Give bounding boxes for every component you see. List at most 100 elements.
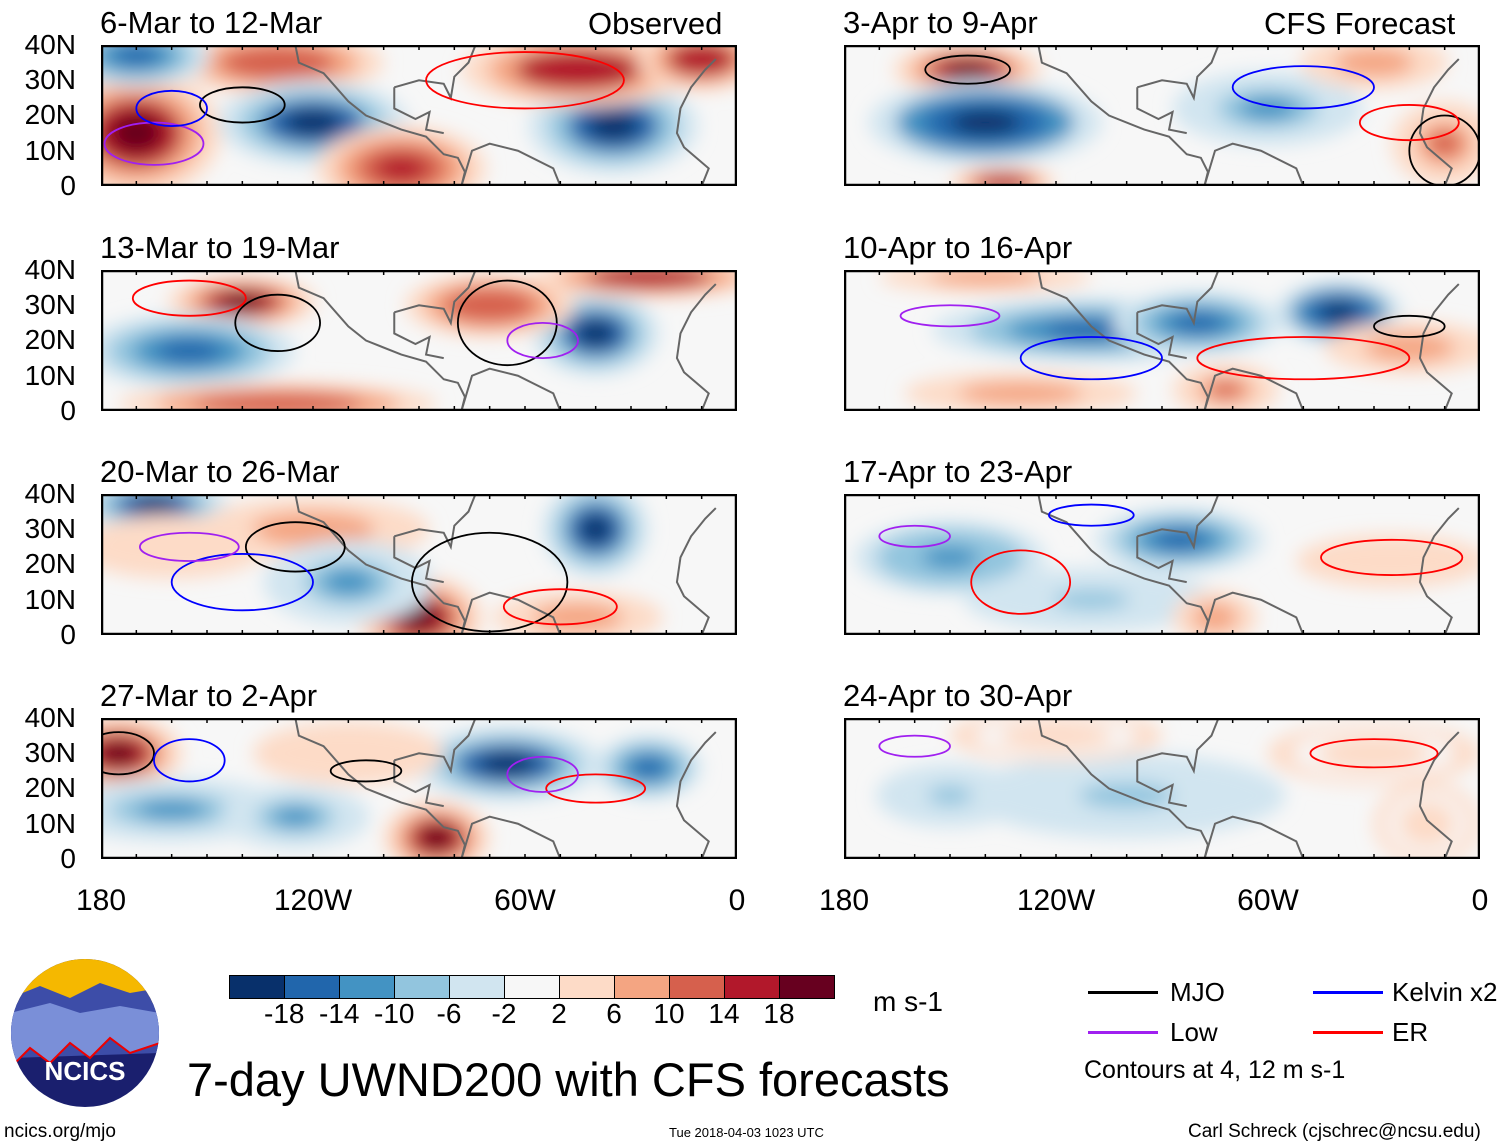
- coastline: [1418, 731, 1460, 859]
- observed-header: Observed: [588, 6, 723, 41]
- low-contour: [506, 755, 579, 793]
- wind-anomaly: [576, 320, 615, 347]
- colorbar-swatch: [450, 976, 505, 998]
- colorbar: [229, 975, 835, 999]
- coastline: [1418, 58, 1460, 186]
- wind-anomaly: [136, 800, 207, 820]
- kelvin-contour: [170, 553, 314, 612]
- wind-anomaly: [157, 339, 222, 363]
- wind-anomaly: [945, 61, 990, 78]
- coastline: [1136, 536, 1187, 584]
- lat-label: 30N: [24, 289, 76, 321]
- er-contour: [502, 588, 618, 626]
- map-panel: [101, 270, 737, 411]
- low-contour: [103, 121, 205, 166]
- legend-low-line: [1088, 1031, 1158, 1034]
- coastline: [460, 367, 562, 411]
- kelvin-contour: [1019, 336, 1163, 381]
- er-contour: [425, 51, 625, 110]
- wind-anomaly: [220, 293, 265, 310]
- coastline: [675, 283, 717, 411]
- coastline: [1037, 718, 1209, 859]
- map-panel: [101, 494, 737, 635]
- wind-anomaly: [464, 295, 516, 315]
- lat-label: 10N: [24, 134, 76, 166]
- mjo-contour: [1373, 314, 1446, 338]
- coastline: [393, 45, 477, 102]
- coastline: [675, 731, 717, 859]
- lon-label: 60W: [1237, 884, 1299, 917]
- er-contour: [131, 279, 247, 317]
- wind-anomaly: [478, 752, 536, 775]
- er-contour: [545, 773, 647, 804]
- coastline: [1037, 45, 1209, 186]
- mjo-contour: [329, 759, 403, 783]
- er-contour: [1196, 336, 1411, 381]
- wind-anomaly: [613, 270, 684, 284]
- contour-note: Contours at 4, 12 m s-1: [1084, 1056, 1346, 1084]
- wind-anomaly: [114, 46, 159, 66]
- lat-label: 40N: [24, 254, 76, 285]
- legend-kelvin: Kelvin x2: [1392, 977, 1498, 1007]
- map-panel: [101, 45, 737, 186]
- mjo-contour: [456, 279, 558, 367]
- map-panel: [101, 718, 737, 859]
- coastline: [1203, 367, 1305, 411]
- main-title: 7-day UWND200 with CFS forecasts: [187, 1053, 950, 1106]
- lat-label: 40N: [24, 29, 76, 60]
- low-contour: [878, 524, 951, 548]
- low-contour: [878, 734, 951, 758]
- wind-anomaly: [927, 786, 973, 806]
- coastline: [1203, 142, 1305, 186]
- lat-label: 0: [60, 169, 76, 201]
- coastline: [675, 58, 717, 186]
- lat-label: 20N: [24, 548, 76, 580]
- coastline: [1203, 815, 1305, 859]
- wind-anomaly: [1209, 381, 1242, 398]
- colorbar-swatch: [230, 976, 285, 998]
- legend-er: ER: [1392, 1017, 1429, 1047]
- coastline: [1037, 270, 1209, 411]
- colorbar-label: -6: [436, 998, 462, 1029]
- colorbar-swatch: [395, 976, 450, 998]
- lon-label: 0: [728, 884, 746, 917]
- mjo-contour: [199, 86, 286, 124]
- footer-url[interactable]: ncics.org/mjo: [4, 1121, 116, 1142]
- coastline: [460, 591, 562, 635]
- colorbar-swatch: [615, 976, 670, 998]
- colorbar-swatch: [670, 976, 725, 998]
- coastline: [393, 494, 477, 551]
- legend-low: Low: [1170, 1017, 1218, 1047]
- colorbar-label: 18: [763, 998, 795, 1029]
- wind-anomaly: [245, 53, 310, 73]
- colorbar-label: 10: [653, 998, 685, 1029]
- wind-anomaly: [1154, 530, 1206, 550]
- lat-label: 20N: [24, 324, 76, 356]
- colorbar-label: 14: [708, 998, 740, 1029]
- forecast-header: CFS Forecast: [1264, 6, 1456, 41]
- coastline: [460, 142, 562, 186]
- wind-anomaly: [985, 387, 1056, 400]
- ncics-logo: NCICS: [11, 959, 159, 1107]
- wind-anomaly: [1411, 811, 1443, 837]
- coastline: [294, 270, 466, 411]
- colorbar-swatch: [725, 976, 780, 998]
- panel-title: 24-Apr to 30-Apr: [843, 678, 1073, 713]
- er-contour: [1309, 738, 1439, 769]
- lon-label: 0: [1471, 884, 1489, 917]
- panel-title: 27-Mar to 2-Apr: [100, 678, 318, 713]
- wind-anomaly: [543, 58, 613, 81]
- map-panel: [844, 270, 1480, 411]
- wind-anomaly: [921, 546, 979, 569]
- low-contour: [899, 304, 1001, 328]
- wind-anomaly: [632, 757, 665, 777]
- wind-anomaly: [1383, 339, 1435, 356]
- colorbar-swatch: [505, 976, 560, 998]
- wind-anomaly: [1053, 590, 1130, 610]
- kelvin-contour: [1231, 65, 1375, 110]
- panel-title: 17-Apr to 23-Apr: [843, 454, 1073, 489]
- wind-anomaly: [375, 155, 427, 182]
- wind-anomaly: [322, 569, 374, 595]
- coastline: [294, 494, 466, 635]
- lat-label: 30N: [24, 64, 76, 96]
